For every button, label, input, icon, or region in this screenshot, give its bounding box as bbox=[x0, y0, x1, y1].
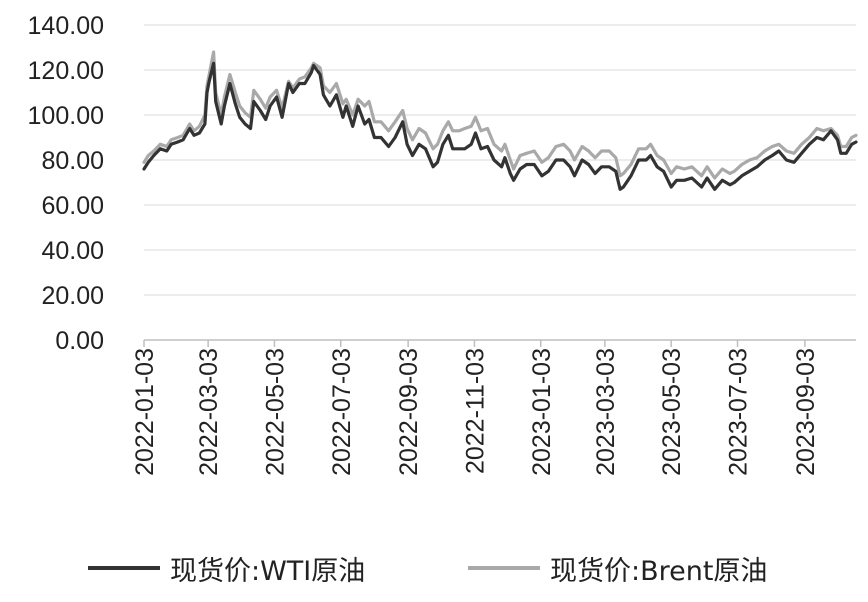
x-tick-label: 2022-03-03 bbox=[195, 348, 223, 476]
x-tick-label: 2022-09-03 bbox=[395, 348, 423, 476]
wti-legend-swatch bbox=[88, 566, 160, 570]
legend-item-brent: 现货价:Brent原油 bbox=[468, 548, 767, 588]
legend-item-wti: 现货价:WTI原油 bbox=[88, 548, 365, 588]
x-tick-label: 2023-07-03 bbox=[725, 348, 753, 476]
x-tick-label: 2023-09-03 bbox=[792, 348, 820, 476]
wti-legend-label: 现货价:WTI原油 bbox=[170, 555, 366, 587]
y-tick-label: 0.00 bbox=[55, 327, 104, 355]
brent-legend-label: 现货价:Brent原油 bbox=[550, 555, 768, 587]
y-tick-label: 40.00 bbox=[41, 237, 104, 265]
brent-legend-swatch bbox=[468, 566, 540, 570]
series-layer bbox=[142, 50, 858, 191]
x-tick-label: 2023-01-03 bbox=[528, 348, 556, 476]
x-tick-label: 2023-05-03 bbox=[658, 348, 686, 476]
wti-series-line bbox=[142, 61, 858, 191]
y-axis-ticks: 0.00 20.00 40.00 60.00 80.00 100.00 120.00 140.… bbox=[28, 12, 104, 355]
y-tick-label: 20.00 bbox=[41, 282, 104, 310]
x-tick-label: 2022-07-03 bbox=[328, 348, 356, 476]
brent-series-line bbox=[142, 50, 858, 180]
x-tick-label: 2022-01-03 bbox=[131, 348, 159, 476]
x-axis-ticks: 2022-01-03 2022-03-03 2022-05-03 2022-07-03… bbox=[131, 340, 820, 476]
y-tick-label: 80.00 bbox=[41, 147, 104, 175]
y-tick-label: 60.00 bbox=[41, 192, 104, 220]
x-tick-label: 2023-03-03 bbox=[592, 348, 620, 476]
x-tick-label: 2022-05-03 bbox=[261, 348, 289, 476]
y-tick-label: 120.00 bbox=[28, 57, 104, 85]
y-tick-label: 100.00 bbox=[28, 102, 104, 130]
x-tick-label: 2022-11-03 bbox=[461, 348, 489, 474]
y-tick-label: 140.00 bbox=[28, 12, 104, 40]
